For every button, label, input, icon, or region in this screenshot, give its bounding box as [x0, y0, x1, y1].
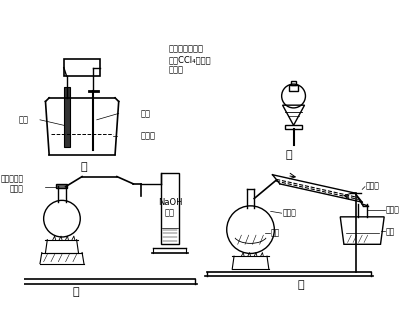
Text: 水蒸气: 水蒸气: [283, 209, 296, 218]
Bar: [291, 81, 296, 85]
Text: 海水: 海水: [271, 229, 280, 238]
Text: 丙: 丙: [72, 287, 79, 297]
Text: 先加入碘水，再
加入CCl₄，振荡
后静置: 先加入碘水，再 加入CCl₄，振荡 后静置: [168, 45, 211, 75]
Text: 丁: 丁: [298, 279, 304, 289]
Bar: [289, 85, 298, 90]
Text: 甲: 甲: [81, 162, 87, 172]
Text: 冷凝器: 冷凝器: [366, 181, 380, 190]
Text: 铁钉: 铁钉: [141, 109, 151, 118]
Text: 乙醇、乙酸
液硫酸: 乙醇、乙酸 液硫酸: [0, 174, 24, 194]
Bar: [64, 59, 100, 76]
Text: 乙: 乙: [286, 150, 292, 160]
Text: 冷却水: 冷却水: [386, 205, 400, 214]
Text: 食盐水: 食盐水: [141, 132, 156, 141]
Bar: [64, 87, 70, 147]
Bar: [57, 184, 67, 188]
Text: 锌棒: 锌棒: [19, 115, 29, 124]
Bar: [161, 173, 179, 244]
Bar: [286, 125, 302, 129]
Text: 淡水: 淡水: [386, 227, 395, 236]
Text: NaOH
溶液: NaOH 溶液: [158, 198, 182, 217]
